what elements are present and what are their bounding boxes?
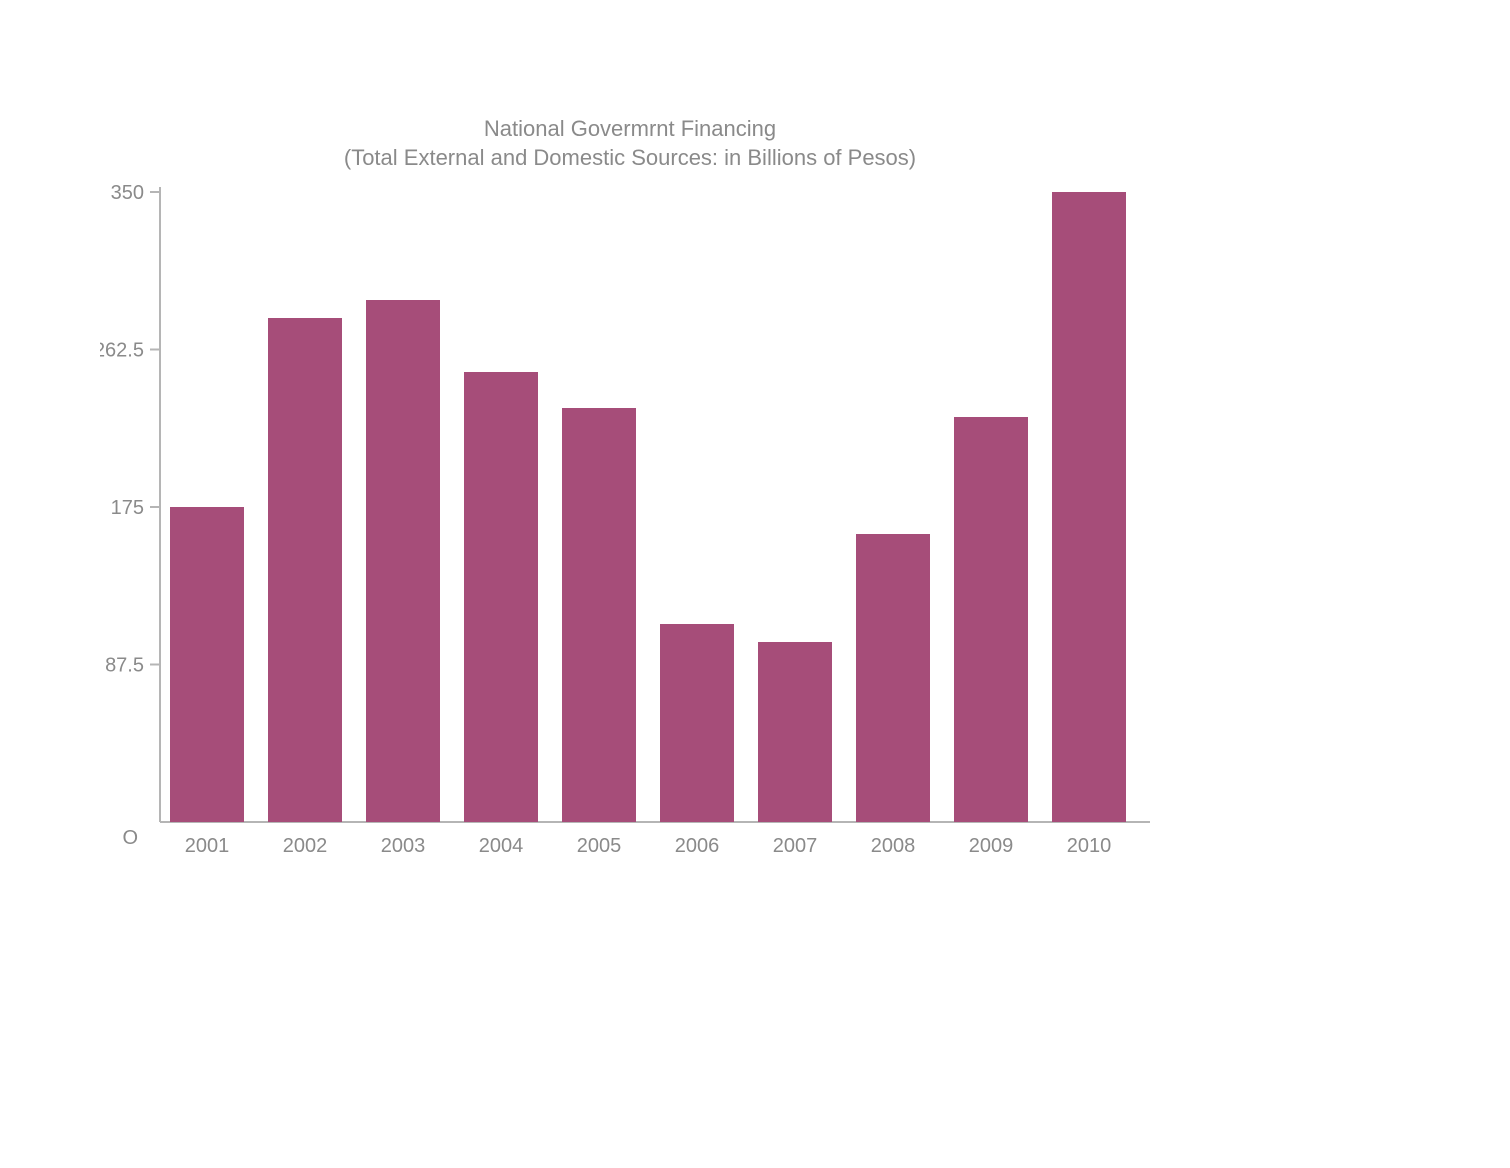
bar-chart: O 87.5 175 262.5 350 2001 2002 2003 2004 2005 2006… — [100, 172, 1160, 912]
x-tick-label: 2004 — [479, 835, 524, 857]
bar — [268, 318, 342, 822]
bar — [856, 534, 930, 822]
x-tick-label: 2009 — [969, 835, 1014, 857]
y-tick-label: 350 — [111, 182, 144, 204]
chart-title-line1: National Govermrnt Financing — [100, 115, 1160, 144]
x-tick-label: 2002 — [283, 835, 328, 857]
x-tick-label: 2001 — [185, 835, 230, 857]
y-tick-label: O — [122, 827, 138, 849]
y-tick-label: 87.5 — [105, 655, 144, 677]
x-tick-label: 2005 — [577, 835, 622, 857]
y-tick-label: 175 — [111, 497, 144, 519]
bar — [464, 372, 538, 822]
x-tick-label: 2006 — [675, 835, 720, 857]
y-tick-label: 262.5 — [100, 340, 144, 362]
bar — [562, 408, 636, 822]
bar — [366, 300, 440, 822]
chart-title: National Govermrnt Financing (Total Exte… — [100, 115, 1160, 172]
bar — [758, 642, 832, 822]
x-tick-label: 2010 — [1067, 835, 1112, 857]
x-tick-label: 2003 — [381, 835, 426, 857]
bar — [170, 507, 244, 822]
bar — [954, 417, 1028, 822]
chart-title-line2: (Total External and Domestic Sources: in… — [100, 144, 1160, 173]
x-tick-label: 2008 — [871, 835, 916, 857]
bar — [1052, 192, 1126, 822]
x-tick-label: 2007 — [773, 835, 818, 857]
bar — [660, 624, 734, 822]
chart-container: National Govermrnt Financing (Total Exte… — [100, 115, 1160, 912]
